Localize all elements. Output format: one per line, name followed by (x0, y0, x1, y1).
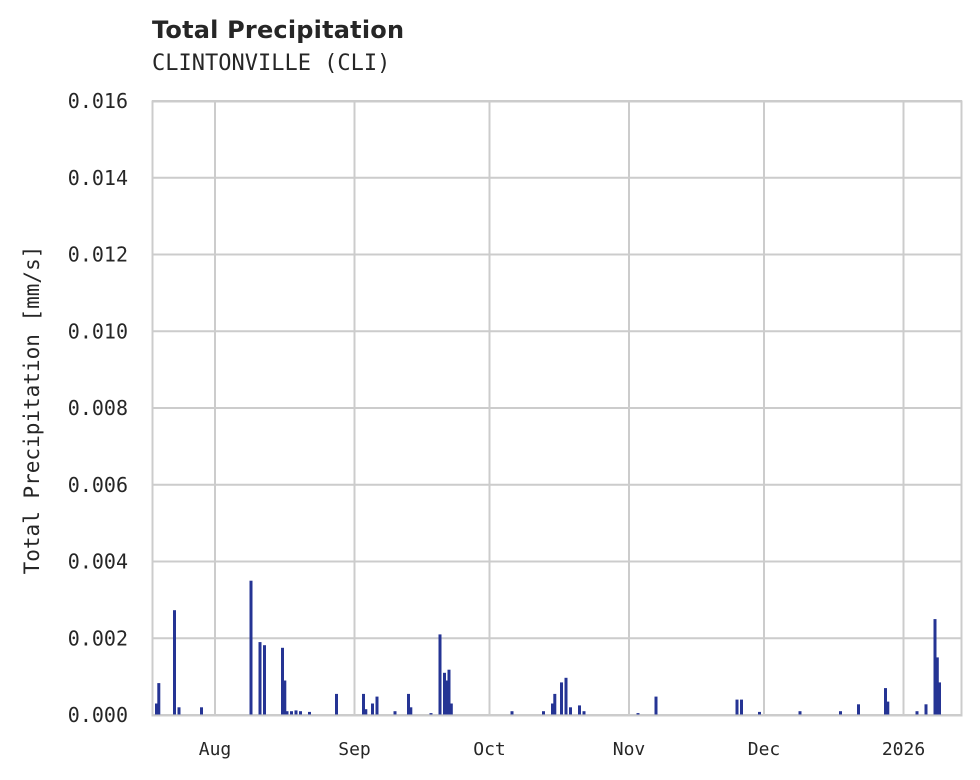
gridlines (152, 100, 962, 716)
y-tick-label: 0.002 (68, 626, 128, 650)
precipitation-bar (200, 707, 203, 715)
x-tick-label: Nov (613, 739, 646, 760)
precipitation-bar (758, 711, 761, 715)
y-tick-label: 0.016 (68, 89, 128, 113)
precipitation-bar (510, 711, 514, 715)
chart-title: Total Precipitation (152, 16, 405, 44)
precipitation-bar (839, 711, 842, 715)
y-tick-label: 0.006 (68, 473, 128, 497)
y-tick-label: 0.004 (68, 550, 128, 574)
precipitation-bar (569, 707, 572, 715)
precipitation-bar (258, 642, 262, 715)
precipitation-bar (249, 580, 253, 715)
precipitation-bars (155, 580, 941, 715)
y-tick-label: 0.014 (68, 166, 128, 190)
x-axis-ticks: Aug Sep Oct Nov Dec 2026 (199, 739, 925, 760)
precipitation-bar (263, 645, 266, 715)
precipitation-bar (429, 713, 433, 715)
y-tick-label: 0.000 (68, 703, 128, 727)
precipitation-bar (438, 634, 442, 715)
precipitation-bar (177, 707, 181, 715)
precipitation-bar (935, 657, 939, 715)
precipitation-bar (636, 713, 640, 715)
x-tick-label: 2026 (882, 739, 925, 760)
chart-subtitle: CLINTONVILLE (CLI) (152, 51, 391, 76)
precipitation-bar (884, 688, 887, 715)
precipitation-bar (290, 711, 293, 715)
precipitation-bar (553, 693, 557, 715)
precipitation-bar (308, 711, 311, 715)
precipitation-bar (886, 701, 890, 715)
plot-frame (151, 100, 963, 717)
precipitation-bar (443, 672, 446, 715)
y-axis-ticks: 0.000 0.002 0.004 0.006 0.008 0.010 0.012 0.014… (68, 89, 128, 727)
precipitation-bar (933, 619, 937, 715)
precipitation-bar (283, 680, 287, 715)
precipitation-bar (155, 703, 158, 715)
precipitation-bar (582, 711, 586, 715)
precipitation-bar (740, 699, 743, 715)
precipitation-bar (654, 696, 658, 715)
precipitation-bar (449, 703, 453, 715)
precipitation-bar (578, 705, 581, 715)
precipitation-bar (285, 711, 289, 715)
precipitation-bar (294, 710, 298, 715)
precipitation-bar (393, 711, 397, 715)
precipitation-bar (735, 699, 739, 715)
precipitation-bar (157, 683, 161, 715)
precipitation-bar (798, 711, 802, 715)
precipitation-bar (915, 711, 919, 715)
precipitation-bar (281, 647, 284, 715)
precipitation-bar (551, 703, 554, 715)
precipitation-bar (542, 711, 545, 715)
precipitation-bar (938, 682, 941, 715)
precipitation-bar (564, 677, 568, 715)
precipitation-bar (409, 707, 413, 715)
precipitation-bar (375, 696, 379, 715)
precipitation-bar (447, 669, 451, 715)
precipitation-bar (857, 704, 860, 715)
y-tick-label: 0.012 (68, 243, 128, 267)
precipitation-bar (173, 610, 176, 715)
precipitation-bar (299, 711, 302, 715)
y-tick-label: 0.010 (68, 319, 128, 343)
precipitation-bar (362, 693, 365, 715)
x-tick-label: Aug (199, 739, 232, 760)
y-tick-label: 0.008 (68, 396, 128, 420)
precipitation-bar (407, 693, 410, 715)
precipitation-bar (445, 680, 449, 715)
precipitation-bar (364, 709, 368, 715)
precipitation-bar (335, 693, 338, 715)
x-tick-label: Oct (473, 739, 506, 760)
precipitation-bar (371, 703, 374, 715)
precipitation-bar (560, 682, 563, 715)
precipitation-bar (924, 704, 928, 715)
x-tick-label: Sep (338, 739, 371, 760)
x-tick-label: Dec (748, 739, 781, 760)
